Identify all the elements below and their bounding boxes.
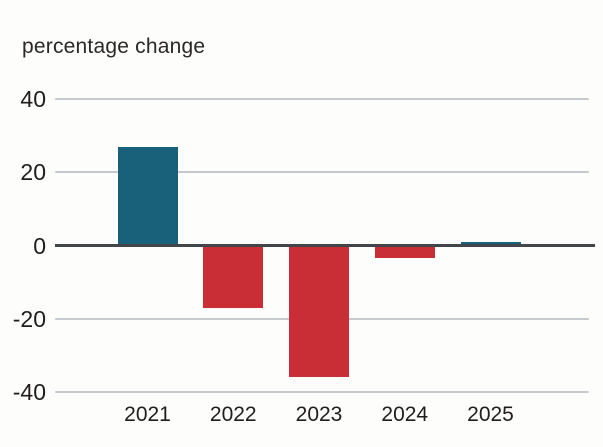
gridline-40 bbox=[55, 98, 589, 100]
bar-2023 bbox=[289, 245, 349, 378]
y-tick-label-0: 0 bbox=[33, 232, 46, 259]
chart-title: percentage change bbox=[22, 35, 206, 58]
bar-2025 bbox=[460, 241, 521, 246]
x-tick-label-2024: 2024 bbox=[381, 403, 429, 426]
bar-2022 bbox=[203, 245, 264, 308]
bar-2021 bbox=[117, 146, 178, 246]
y-tick-label-40: 40 bbox=[20, 86, 46, 112]
x-tick-label-2025: 2025 bbox=[467, 403, 514, 426]
gridline--40 bbox=[55, 391, 589, 393]
x-tick-label-2021: 2021 bbox=[124, 403, 171, 426]
x-tick-label-2023: 2023 bbox=[295, 403, 343, 426]
y-tick-label-20: 20 bbox=[20, 159, 46, 186]
x-tick-label-2022: 2022 bbox=[209, 403, 257, 426]
y-tick-label--40: -40 bbox=[12, 379, 46, 405]
bar-2024 bbox=[374, 245, 435, 259]
gridline-20 bbox=[55, 171, 589, 174]
zero-axis-line bbox=[55, 244, 595, 247]
y-tick-label--20: -20 bbox=[12, 305, 46, 332]
